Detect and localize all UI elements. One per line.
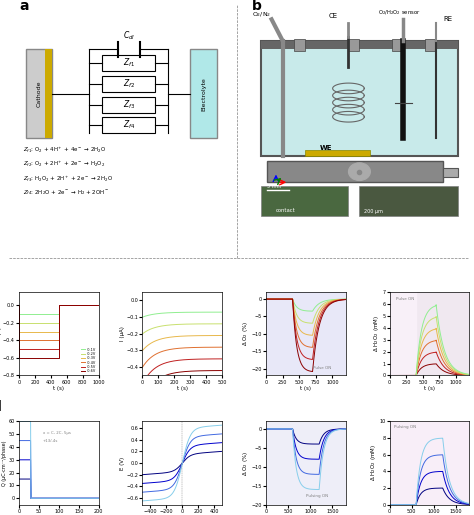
Bar	[267, 161, 443, 182]
Text: a: a	[19, 0, 28, 13]
Bar	[102, 97, 155, 113]
X-axis label: t (s): t (s)	[424, 386, 435, 391]
Bar	[102, 76, 155, 92]
Text: 200 µm: 200 µm	[364, 209, 383, 214]
Text: Pulsing ON: Pulsing ON	[394, 425, 416, 429]
Text: $Z_{f1}$: $Z_{f1}$	[123, 57, 135, 69]
Text: $Z_{f2}$: $Z_{f2}$	[123, 78, 135, 90]
Text: Cathode: Cathode	[36, 80, 41, 107]
Bar	[46, 49, 52, 138]
Text: O$_2$/H$_2$O$_2$ sensor: O$_2$/H$_2$O$_2$ sensor	[378, 8, 420, 17]
Text: O$_2$/N$_2$: O$_2$/N$_2$	[252, 10, 271, 19]
Y-axis label: I (µA): I (µA)	[120, 327, 125, 341]
Bar	[425, 39, 436, 51]
Bar	[261, 41, 458, 156]
Text: RE: RE	[443, 16, 452, 22]
Text: +13/-4s: +13/-4s	[43, 439, 58, 443]
Text: x = C, 2C, 5µs: x = C, 2C, 5µs	[43, 431, 71, 435]
Text: contact: contact	[276, 209, 296, 213]
Bar	[392, 39, 403, 51]
Text: $Z_{f1}$: O$_2$ + 4H$^+$ + 4e$^-$ → 2H$_2$O: $Z_{f1}$: O$_2$ + 4H$^+$ + 4e$^-$ → 2H$_…	[23, 146, 107, 156]
Bar	[102, 117, 155, 133]
Circle shape	[348, 163, 370, 181]
Text: Electrolyte: Electrolyte	[201, 77, 206, 111]
Text: WE: WE	[320, 145, 333, 151]
Y-axis label: E (V): E (V)	[0, 327, 1, 340]
Y-axis label: $\Delta$ O$_2$ (%): $\Delta$ O$_2$ (%)	[241, 451, 250, 476]
Y-axis label: Q (µC·cm⁻²/phase): Q (µC·cm⁻²/phase)	[2, 440, 7, 486]
Bar	[390, 292, 416, 375]
Text: $Z_{f3}$: $Z_{f3}$	[123, 99, 135, 111]
Bar	[102, 55, 155, 71]
Y-axis label: E (V): E (V)	[120, 456, 125, 470]
X-axis label: t (s): t (s)	[53, 386, 64, 391]
Text: d: d	[0, 400, 1, 415]
Text: Pulse ON: Pulse ON	[396, 298, 414, 301]
Bar	[26, 49, 52, 138]
Bar	[348, 39, 359, 51]
Bar	[261, 41, 458, 49]
Text: 5 mm: 5 mm	[267, 184, 282, 190]
X-axis label: t (s): t (s)	[177, 386, 188, 391]
Bar	[266, 292, 346, 299]
Legend: -0.1V, -0.2V, -0.3V, -0.4V, -0.5V, -0.6V: -0.1V, -0.2V, -0.3V, -0.4V, -0.5V, -0.6V	[81, 347, 97, 374]
Text: $Z_{f4}$: $Z_{f4}$	[123, 118, 135, 131]
Y-axis label: $\Delta$ O$_2$ (%): $\Delta$ O$_2$ (%)	[241, 321, 250, 347]
Text: $C_{dl}$: $C_{dl}$	[123, 29, 135, 42]
Y-axis label: $\Delta$ H$_2$O$_2$ (mM): $\Delta$ H$_2$O$_2$ (mM)	[369, 444, 378, 482]
Text: $Z_{f2}$: O$_2$ + 2H$^+$ + 2e$^-$ → H$_2$O$_2$: $Z_{f2}$: O$_2$ + 2H$^+$ + 2e$^-$ → H$_2…	[23, 160, 106, 169]
Y-axis label: $\Delta$ H$_2$O$_2$ (mM): $\Delta$ H$_2$O$_2$ (mM)	[372, 315, 381, 352]
Text: $Z_{f4}$: 2H$_2$O + 2e$^-$ → H$_2$ + 2OH$^-$: $Z_{f4}$: 2H$_2$O + 2e$^-$ → H$_2$ + 2OH…	[23, 188, 110, 197]
Text: $Z_{f3}$: H$_2$O$_2$ + 2H$^+$ + 2e$^-$ → 2H$_2$O: $Z_{f3}$: H$_2$O$_2$ + 2H$^+$ + 2e$^-$ →…	[23, 174, 113, 184]
Bar	[293, 39, 304, 51]
Bar	[359, 186, 458, 216]
Bar	[261, 186, 348, 216]
Text: Pulse ON: Pulse ON	[312, 366, 331, 370]
Text: Pulsing ON: Pulsing ON	[306, 494, 328, 498]
Text: b: b	[252, 0, 262, 13]
X-axis label: t (s): t (s)	[301, 386, 311, 391]
Text: CE: CE	[328, 12, 337, 19]
Bar	[190, 49, 217, 138]
Bar	[304, 150, 370, 156]
Bar	[443, 168, 458, 177]
